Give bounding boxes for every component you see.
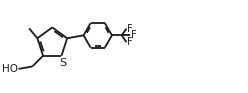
Text: F: F bbox=[131, 30, 136, 40]
Text: F: F bbox=[127, 37, 133, 47]
Text: S: S bbox=[59, 57, 66, 68]
Text: HO: HO bbox=[2, 64, 18, 74]
Text: F: F bbox=[127, 24, 133, 34]
